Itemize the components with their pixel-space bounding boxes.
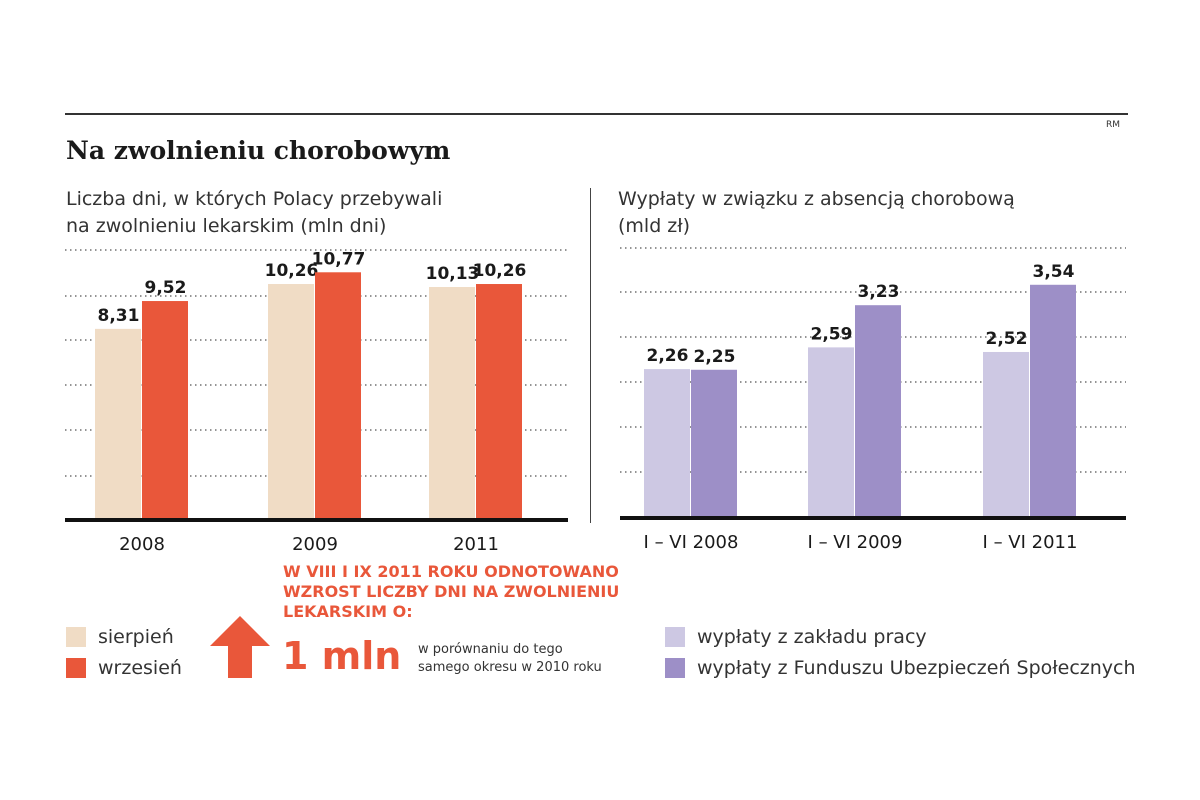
legend-item-sierpien: sierpień	[66, 626, 174, 648]
callout-note: w porównaniu do tego samego okresu w 201…	[418, 641, 602, 677]
legend-swatch	[665, 627, 685, 647]
data-label: 10,26	[265, 261, 319, 281]
top-rule	[65, 113, 1128, 115]
callout-note-line2: samego okresu w 2010 roku	[418, 660, 602, 675]
data-label: 2,59	[811, 324, 853, 344]
callout-note-line1: w porównaniu do tego	[418, 642, 563, 657]
bar	[476, 284, 522, 520]
legend-label: sierpień	[98, 626, 174, 648]
x-tick-label: 2008	[119, 534, 165, 555]
page-title: Na zwolnieniu chorobowym	[66, 136, 451, 165]
bar	[808, 347, 854, 518]
arrow-up-icon	[210, 616, 270, 678]
right-subtitle-line2: (mld zł)	[618, 215, 691, 237]
x-tick-label: I – VI 2008	[644, 532, 739, 553]
right-chart-subtitle: Wypłaty w związku z absencją chorobową (…	[618, 186, 1015, 240]
data-label: 10,13	[426, 264, 480, 284]
data-label: 2,25	[694, 347, 736, 367]
bar	[1030, 284, 1076, 518]
bar	[855, 305, 901, 518]
data-label: 10,77	[312, 249, 366, 269]
legend-item-zaklad: wypłaty z zakładu pracy	[665, 626, 927, 648]
x-tick-label: I – VI 2009	[808, 532, 903, 553]
bar	[691, 369, 737, 518]
legend-swatch	[665, 658, 685, 678]
bar	[268, 284, 314, 520]
legend-label: wypłaty z zakładu pracy	[697, 626, 927, 648]
data-label: 2,52	[986, 329, 1028, 349]
callout-value: 1 mln	[282, 634, 402, 678]
legend-item-zus: wypłaty z Funduszu Ubezpieczeń Społeczny…	[665, 657, 1136, 679]
chart-divider	[590, 188, 591, 523]
bar	[142, 301, 188, 520]
bar	[429, 287, 475, 520]
legend-swatch	[66, 627, 86, 647]
callout-headline: W VIII I IX 2011 ROKU ODNOTOWANO WZROST …	[283, 562, 620, 621]
bar	[95, 328, 141, 520]
left-subtitle-line1: Liczba dni, w których Polacy przebywali	[66, 188, 443, 210]
bar	[983, 351, 1029, 518]
x-tick-label: I – VI 2011	[983, 532, 1078, 553]
data-label: 3,54	[1033, 262, 1075, 282]
x-tick-label: 2009	[292, 534, 338, 555]
x-tick-label: 2011	[453, 534, 499, 555]
legend-label: wypłaty z Funduszu Ubezpieczeń Społeczny…	[697, 657, 1136, 679]
credit: RM	[1106, 120, 1121, 130]
data-label: 9,52	[145, 278, 187, 298]
data-label: 10,26	[473, 261, 527, 281]
right-subtitle-line1: Wypłaty w związku z absencją chorobową	[618, 188, 1015, 210]
legend-swatch	[66, 658, 86, 678]
data-label: 2,26	[647, 346, 689, 366]
data-label: 3,23	[858, 282, 900, 302]
legend-label: wrzesień	[98, 657, 182, 679]
left-subtitle-line2: na zwolnieniu lekarskim (mln dni)	[66, 215, 387, 237]
legend-item-wrzesien: wrzesień	[66, 657, 182, 679]
bar	[315, 272, 361, 520]
left-chart-subtitle: Liczba dni, w których Polacy przebywali …	[66, 186, 442, 240]
bar	[644, 369, 690, 518]
data-label: 8,31	[98, 306, 140, 326]
